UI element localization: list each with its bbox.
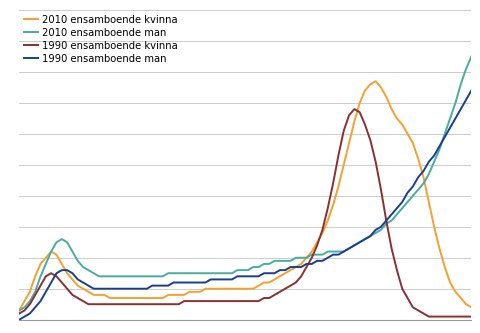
Legend: 2010 ensamboende kvinna, 2010 ensamboende man, 1990 ensamboende kvinna, 1990 ens: 2010 ensamboende kvinna, 2010 ensamboend… (22, 13, 180, 66)
